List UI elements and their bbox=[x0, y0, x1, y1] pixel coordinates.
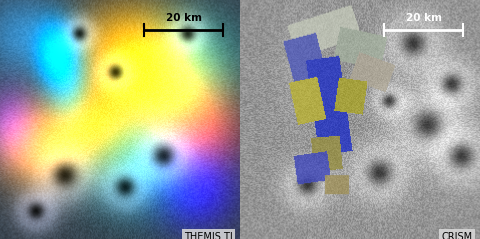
Point bbox=[238, 0, 244, 2]
Text: 20 km: 20 km bbox=[406, 13, 442, 23]
Point bbox=[238, 0, 243, 2]
Point bbox=[238, 0, 244, 2]
Text: CRISM: CRISM bbox=[442, 232, 473, 239]
Point bbox=[0, 0, 3, 2]
Point bbox=[0, 0, 3, 2]
Point bbox=[0, 0, 4, 2]
Point bbox=[0, 0, 4, 2]
Point bbox=[238, 0, 244, 2]
Point bbox=[238, 0, 243, 2]
Point bbox=[0, 0, 3, 2]
Point bbox=[238, 0, 243, 2]
Text: 20 km: 20 km bbox=[166, 13, 202, 23]
Text: THEMIS TI: THEMIS TI bbox=[184, 232, 233, 239]
Point bbox=[0, 0, 4, 2]
